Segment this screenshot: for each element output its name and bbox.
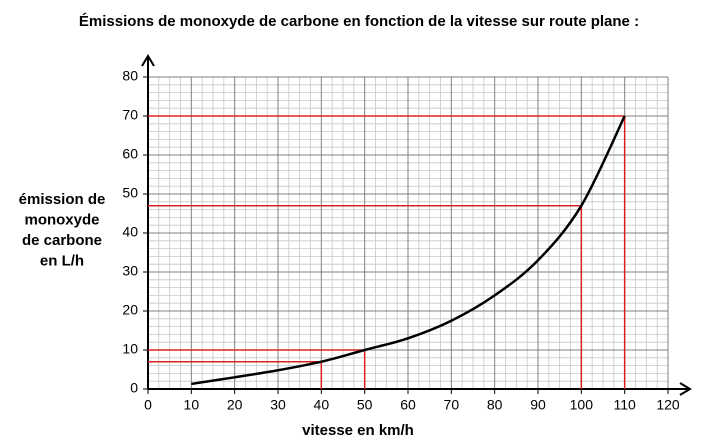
- x-axis-arrow: [679, 382, 692, 396]
- x-axis-label: vitesse en km/h: [302, 422, 414, 439]
- y-axis-label: monoxyde: [24, 211, 99, 228]
- x-tick-label: 30: [270, 397, 286, 413]
- chart-title: Émissions de monoxyde de carbone en fonc…: [79, 13, 639, 30]
- x-tick-label: 0: [144, 397, 152, 413]
- x-tick-label: 80: [487, 397, 503, 413]
- x-tick-label: 90: [530, 397, 546, 413]
- x-tick-label: 60: [400, 397, 416, 413]
- y-tick-label: 70: [122, 107, 138, 123]
- y-tick-label: 60: [122, 146, 138, 162]
- y-axis-label: émission de: [19, 191, 106, 208]
- y-tick-label: 10: [122, 341, 138, 357]
- x-tick-label: 120: [656, 397, 680, 413]
- x-tick-label: 100: [570, 397, 594, 413]
- y-tick-label: 20: [122, 302, 138, 318]
- x-tick-label: 10: [184, 397, 200, 413]
- y-tick-label: 40: [122, 224, 138, 240]
- y-axis-label: en L/h: [40, 252, 84, 269]
- x-tick-label: 110: [614, 397, 637, 413]
- data-line: [191, 115, 626, 386]
- y-tick-label: 30: [122, 263, 138, 279]
- x-tick-label: 70: [444, 397, 460, 413]
- y-tick-label: 50: [122, 185, 138, 201]
- x-tick-label: 20: [227, 397, 243, 413]
- y-tick-label: 80: [122, 68, 138, 84]
- y-tick-label: 0: [130, 380, 138, 396]
- x-tick-label: 40: [314, 397, 330, 413]
- x-tick-label: 50: [357, 397, 373, 413]
- y-axis-arrow: [141, 54, 155, 67]
- y-axis-label: de carbone: [22, 232, 102, 249]
